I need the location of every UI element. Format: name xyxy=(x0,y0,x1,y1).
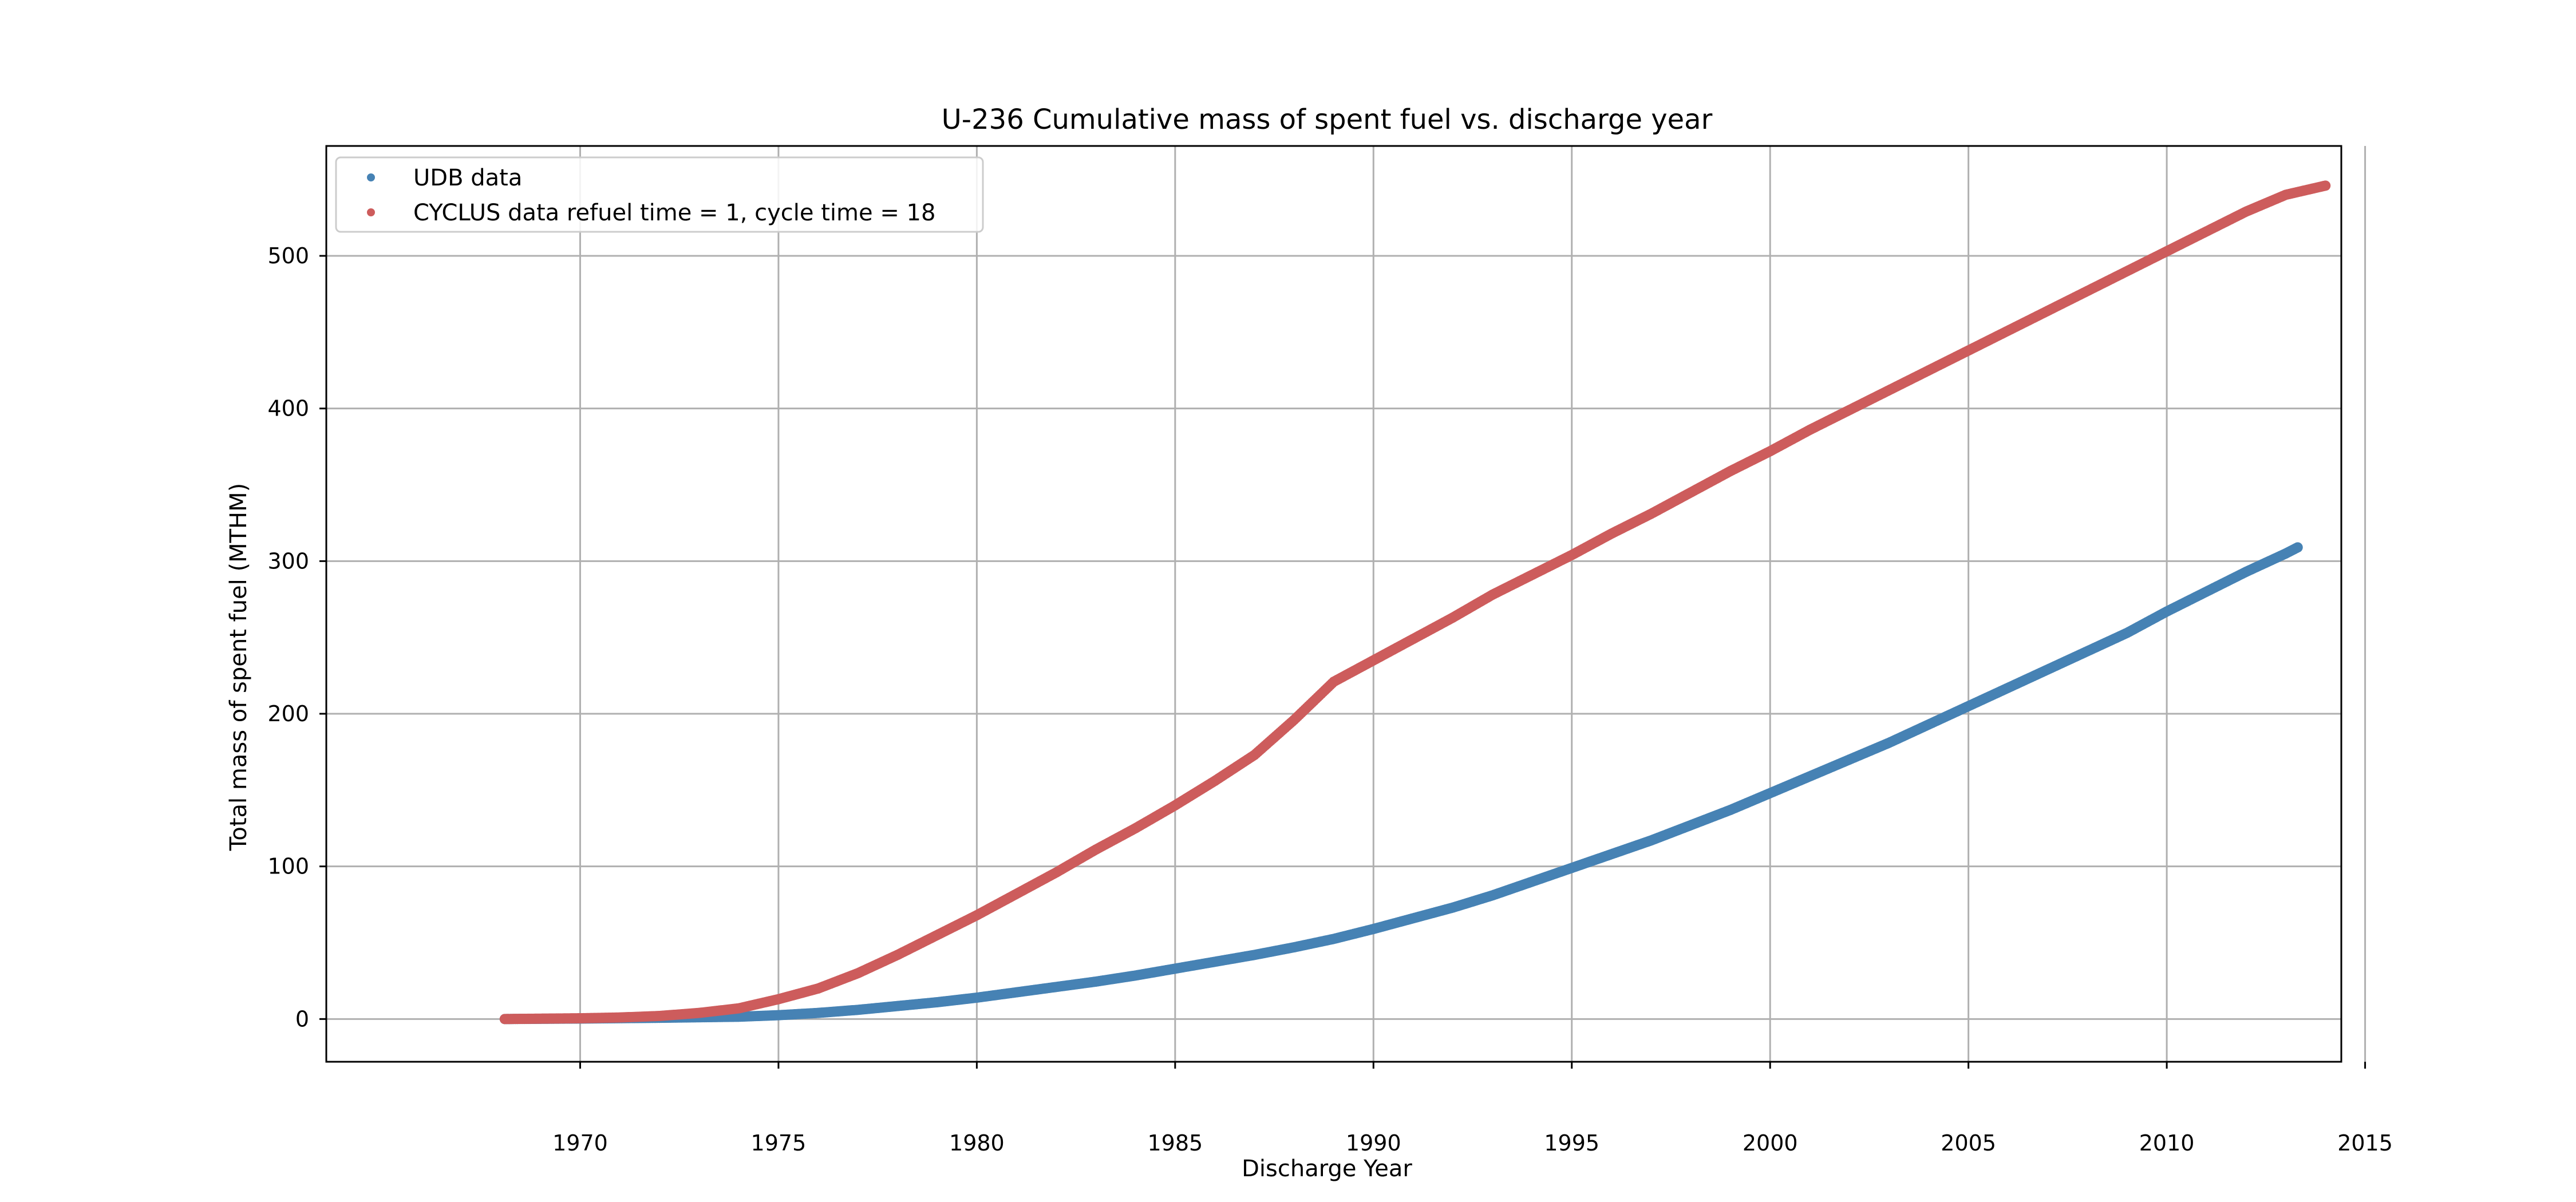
x-tick-label: 1975 xyxy=(751,1130,807,1156)
legend: UDB data CYCLUS data refuel time = 1, cy… xyxy=(335,156,984,233)
legend-label-udb: UDB data xyxy=(413,165,522,191)
x-tick-label: 2000 xyxy=(1743,1130,1798,1156)
x-tick-label: 1990 xyxy=(1346,1130,1401,1156)
series-1 xyxy=(499,180,2331,1025)
y-tick-label: 400 xyxy=(267,396,309,421)
y-tick-label: 0 xyxy=(295,1006,309,1031)
x-tick-label: 1985 xyxy=(1147,1130,1203,1156)
grid-lines xyxy=(326,146,2366,1062)
data-point xyxy=(2320,180,2331,191)
y-tick-label: 200 xyxy=(267,701,309,726)
x-axis-label: Discharge Year xyxy=(1242,1156,1412,1182)
y-axis-ticks: 0 100 200 300 400 500 xyxy=(267,243,326,1031)
series-layer xyxy=(499,180,2331,1025)
data-point xyxy=(2292,542,2303,553)
x-tick-label: 1980 xyxy=(949,1130,1005,1156)
y-tick-label: 500 xyxy=(267,243,309,268)
x-axis-ticks: 1970 1975 1980 1985 1990 1995 2000 2005 2010 2015 xyxy=(552,1062,2393,1156)
legend-marker-udb xyxy=(367,173,375,181)
x-tick-label: 1995 xyxy=(1544,1130,1599,1156)
y-tick-label: 300 xyxy=(267,548,309,574)
x-tick-label: 1970 xyxy=(552,1130,608,1156)
x-tick-label: 2010 xyxy=(2139,1130,2195,1156)
y-tick-label: 100 xyxy=(267,854,309,879)
legend-label-cyclus: CYCLUS data refuel time = 1, cycle time … xyxy=(413,200,935,226)
legend-box xyxy=(335,156,984,233)
legend-marker-cyclus xyxy=(367,208,375,216)
y-axis-label: Total mass of spent fuel (MTHM) xyxy=(226,483,252,851)
x-tick-label: 2005 xyxy=(1941,1130,1996,1156)
x-tick-label: 2015 xyxy=(2337,1130,2393,1156)
chart-title: U-236 Cumulative mass of spent fuel vs. … xyxy=(942,104,1713,136)
series-0 xyxy=(499,542,2303,1025)
plot-frame xyxy=(325,145,2342,1063)
